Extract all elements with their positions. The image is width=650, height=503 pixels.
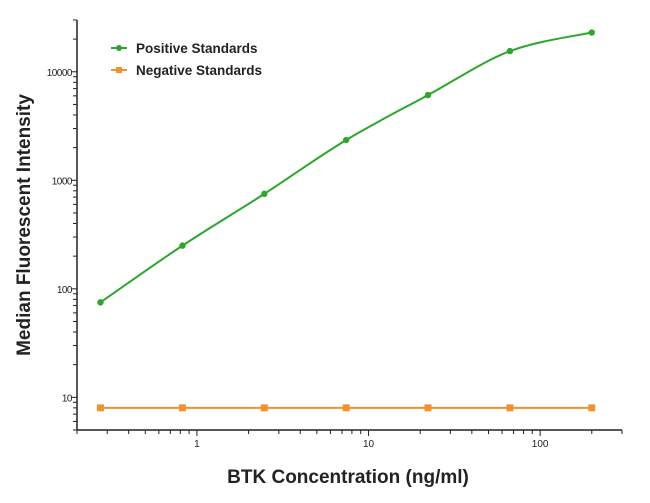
legend-marker-circle <box>116 45 122 51</box>
x-axis-label: BTK Concentration (ng/ml) <box>227 467 469 488</box>
data-point-square <box>260 404 268 412</box>
series-layer <box>96 29 596 412</box>
y-tick-label: 10000 <box>47 68 73 79</box>
data-point-circle <box>588 29 595 36</box>
data-point-square <box>588 404 596 412</box>
data-point-square <box>342 404 350 412</box>
data-point-square <box>424 404 432 412</box>
x-tick-label: 1 <box>194 439 200 450</box>
y-axis-label: Median Fluorescent Intensity <box>14 94 35 356</box>
data-point-circle <box>424 91 432 99</box>
x-tick-label: 100 <box>532 439 549 450</box>
y-tick-label: 10 <box>62 393 73 404</box>
data-point-square <box>178 404 186 412</box>
y-tick-label: 100 <box>57 285 73 296</box>
data-point-square <box>506 404 514 412</box>
x-tick-label: 10 <box>363 439 375 450</box>
y-tick-label: 1000 <box>52 176 73 187</box>
axes: 1 10 100 10 100 1000 10000 <box>47 19 623 450</box>
legend-label: Positive Standards <box>136 41 258 56</box>
data-point-circle <box>506 47 514 55</box>
legend-marker-square <box>116 67 122 73</box>
data-point-circle <box>97 299 104 306</box>
legend-label: Negative Standards <box>136 63 262 78</box>
data-point-square <box>96 404 104 412</box>
data-point-circle <box>261 190 268 198</box>
data-point-circle <box>179 242 186 249</box>
legend: Positive Standards Negative Standards <box>111 41 262 78</box>
data-point-circle <box>342 136 350 144</box>
